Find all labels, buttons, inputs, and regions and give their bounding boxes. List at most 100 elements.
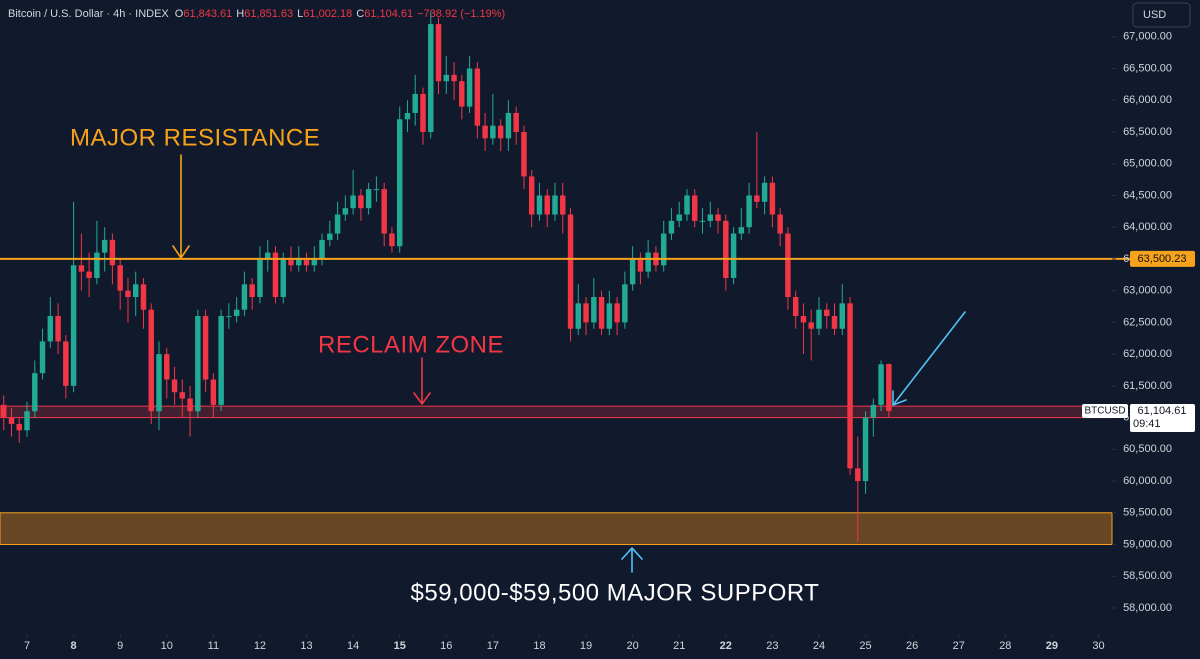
candle-body (808, 322, 814, 329)
currency-button[interactable] (1132, 2, 1191, 28)
candle-body (505, 112, 512, 139)
candle-body (24, 411, 30, 431)
resistance-tag-label: 63,500.23 (1138, 253, 1187, 265)
x-tick-label: 27 (953, 640, 965, 652)
y-tick-label: 61,500.00 (1123, 380, 1172, 392)
candle-body (140, 284, 147, 310)
candle-body (645, 252, 651, 272)
header-title: Bitcoin / U.S. Dollar · 4h · INDEX (8, 8, 169, 20)
candle-body (839, 303, 845, 329)
ohlc-value: 61,002.18 (303, 8, 352, 20)
candle-body (792, 297, 799, 317)
candle-body (210, 379, 217, 405)
candle-body (319, 239, 325, 259)
candle-body (365, 189, 372, 209)
candle-body (373, 189, 380, 191)
y-tick-label: 60,500.00 (1123, 443, 1172, 455)
x-tick-label: 7 (24, 640, 30, 652)
candle-body (668, 220, 675, 234)
candle-body (785, 233, 791, 298)
x-tick-label: 15 (394, 640, 406, 652)
candle-body (513, 112, 519, 133)
candle-body (435, 24, 442, 82)
x-tick-label: 11 (208, 640, 219, 652)
candle-body (560, 195, 566, 215)
candle-body (870, 404, 877, 418)
candle-body (1, 404, 7, 418)
x-tick-label: 30 (1092, 640, 1104, 652)
candle-body (629, 258, 636, 285)
ohlc-value: 61,843.61 (183, 8, 232, 20)
candle-body (746, 195, 752, 228)
candle-body (575, 303, 581, 329)
candle-body (132, 284, 139, 298)
candle-body (342, 208, 349, 215)
candle-body (125, 290, 131, 298)
candle-body (521, 132, 527, 177)
candle-body (171, 379, 178, 393)
candle-body (699, 220, 706, 222)
x-tick-label: 18 (533, 640, 545, 652)
candle-body (730, 233, 737, 278)
x-tick-label: 29 (1046, 640, 1058, 652)
y-tick-label: 65,000.00 (1123, 158, 1172, 170)
candle-body (831, 316, 838, 329)
candle-body (591, 297, 597, 323)
candle-body (443, 74, 450, 82)
candle-body (101, 239, 108, 253)
candle-body (847, 303, 853, 469)
candle-body (63, 341, 69, 386)
support-arrow (621, 547, 643, 573)
candle-body (70, 265, 77, 386)
candle-body (528, 176, 535, 215)
symbol-tag (1082, 403, 1128, 418)
y-tick-label: 62,500.00 (1123, 316, 1172, 328)
candle-body (738, 227, 745, 234)
candle-body (420, 93, 426, 133)
candle-body (497, 125, 504, 139)
ohlc-value: 61,851.63 (244, 8, 293, 20)
candle-body (311, 258, 318, 266)
candle-body (862, 417, 869, 482)
candle-body (637, 258, 644, 272)
currency-label: USD (1143, 9, 1166, 21)
x-tick-label: 26 (906, 640, 918, 652)
candle-body (676, 214, 682, 221)
candle-body (459, 81, 465, 107)
x-tick-label: 8 (71, 640, 77, 652)
y-tick-label: 59,000.00 (1123, 538, 1172, 550)
candle-body (567, 214, 574, 329)
y-tick-label: 58,500.00 (1123, 570, 1172, 582)
candle-body (886, 364, 892, 411)
candle-body (78, 265, 85, 272)
candle-body (86, 271, 92, 278)
x-tick-label: 20 (627, 640, 639, 652)
candle-body (156, 354, 162, 412)
candle-body (754, 195, 760, 202)
reclaim-zone (0, 405, 1113, 419)
candle-body (482, 125, 488, 139)
ohlc-key: C (356, 8, 364, 20)
y-tick-label: 67,000.00 (1123, 31, 1172, 43)
candle-body (303, 258, 310, 266)
candle-body (109, 239, 116, 266)
candle-body (16, 423, 22, 431)
x-tick-label: 13 (300, 640, 312, 652)
candle-body (723, 220, 729, 278)
x-tick-label: 19 (580, 640, 592, 652)
candle-body (824, 309, 830, 317)
price-tag-label: 61,104.61 (1138, 405, 1187, 417)
y-tick-label: 66,500.00 (1123, 62, 1172, 74)
support-zone (0, 512, 1113, 546)
candle-body (544, 195, 550, 215)
y-tick-label: 60,000.00 (1123, 475, 1172, 487)
x-tick-label: 17 (487, 640, 499, 652)
candle-body (272, 252, 279, 298)
symbol-tag-label: BTCUSD (1084, 406, 1125, 417)
x-tick-label: 14 (347, 640, 359, 652)
x-tick-label: 25 (859, 640, 871, 652)
candle-body (148, 309, 154, 412)
candle-body (327, 233, 333, 240)
